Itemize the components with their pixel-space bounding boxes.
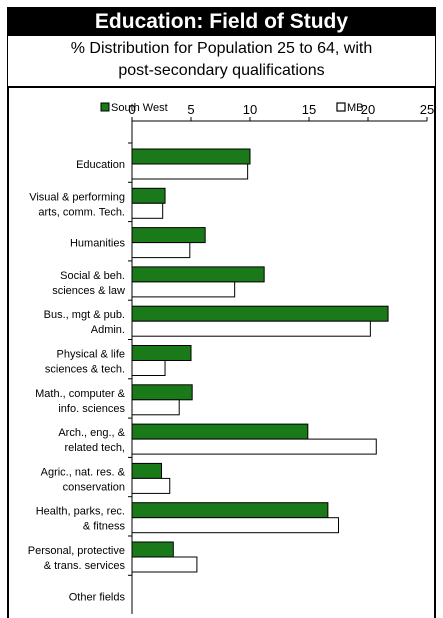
x-tick-label: 5 [187,102,194,117]
category-label: Bus., mgt & pub. [44,309,125,321]
legend-label-mb: MB [347,102,364,114]
category-label: Health, parks, rec. [36,506,125,518]
x-tick-label: 25 [420,102,434,117]
category-label: Arch., eng., & [58,427,125,439]
bar-south-west [131,462,162,479]
category-label: & fitness [83,521,126,533]
legend-swatch-south-west [100,102,110,112]
category-label: info. sciences [58,403,125,415]
category-label: Agric., nat. res. & [41,466,126,478]
category-label: arts, comm. Tech. [38,206,125,218]
subtitle-line-2: post-secondary qualifications [118,62,325,79]
bar-south-west [131,423,309,440]
bar-south-west [131,266,265,283]
bar-south-west [131,227,206,244]
bar-mb [131,477,171,494]
bar-south-west [131,502,329,519]
chart-subtitle: % Distribution for Population 25 to 64, … [7,36,436,86]
category-label: Personal, protective [28,545,125,557]
x-tick-label: 10 [243,102,257,117]
x-tick-label: 15 [302,102,316,117]
bar-south-west [131,541,174,558]
bar-mb [131,399,180,416]
bar-south-west [131,187,166,204]
category-label: sciences & tech. [45,364,125,376]
bar-mb [131,281,236,298]
chart-title: Education: Field of Study [7,7,436,36]
x-tick-label: 0 [128,102,135,117]
bar-mb [131,242,191,259]
bar-mb [131,556,198,573]
bar-mb [131,360,166,376]
x-tick-label: 20 [361,102,375,117]
bar-south-west [131,148,251,165]
bar-mb [131,202,164,219]
category-label: Physical & life [57,349,125,361]
category-label: related tech, [64,442,125,454]
legend-swatch-mb [336,102,346,112]
category-label: & trans. services [44,560,126,572]
bar-mb [131,517,339,534]
plot-area-border [7,86,436,618]
category-label: Social & beh. [60,270,125,282]
category-label: Visual & performing [29,191,125,203]
category-label: Math., computer & [35,388,126,400]
category-label: Humanities [70,238,126,250]
bar-south-west [131,345,192,361]
subtitle-line-1: % Distribution for Population 25 to 64, … [70,40,373,57]
category-label: sciences & law [52,285,125,297]
bar-south-west [131,305,389,322]
category-label: Other fields [69,591,126,603]
bar-south-west [131,384,193,401]
category-label: Education [76,159,125,171]
bar-mb [131,163,249,180]
category-label: Admin. [91,324,125,336]
legend-label-south-west: South West [111,102,168,114]
bar-mb [131,438,377,455]
category-label: conservation [63,481,125,493]
bar-mb [131,320,371,337]
